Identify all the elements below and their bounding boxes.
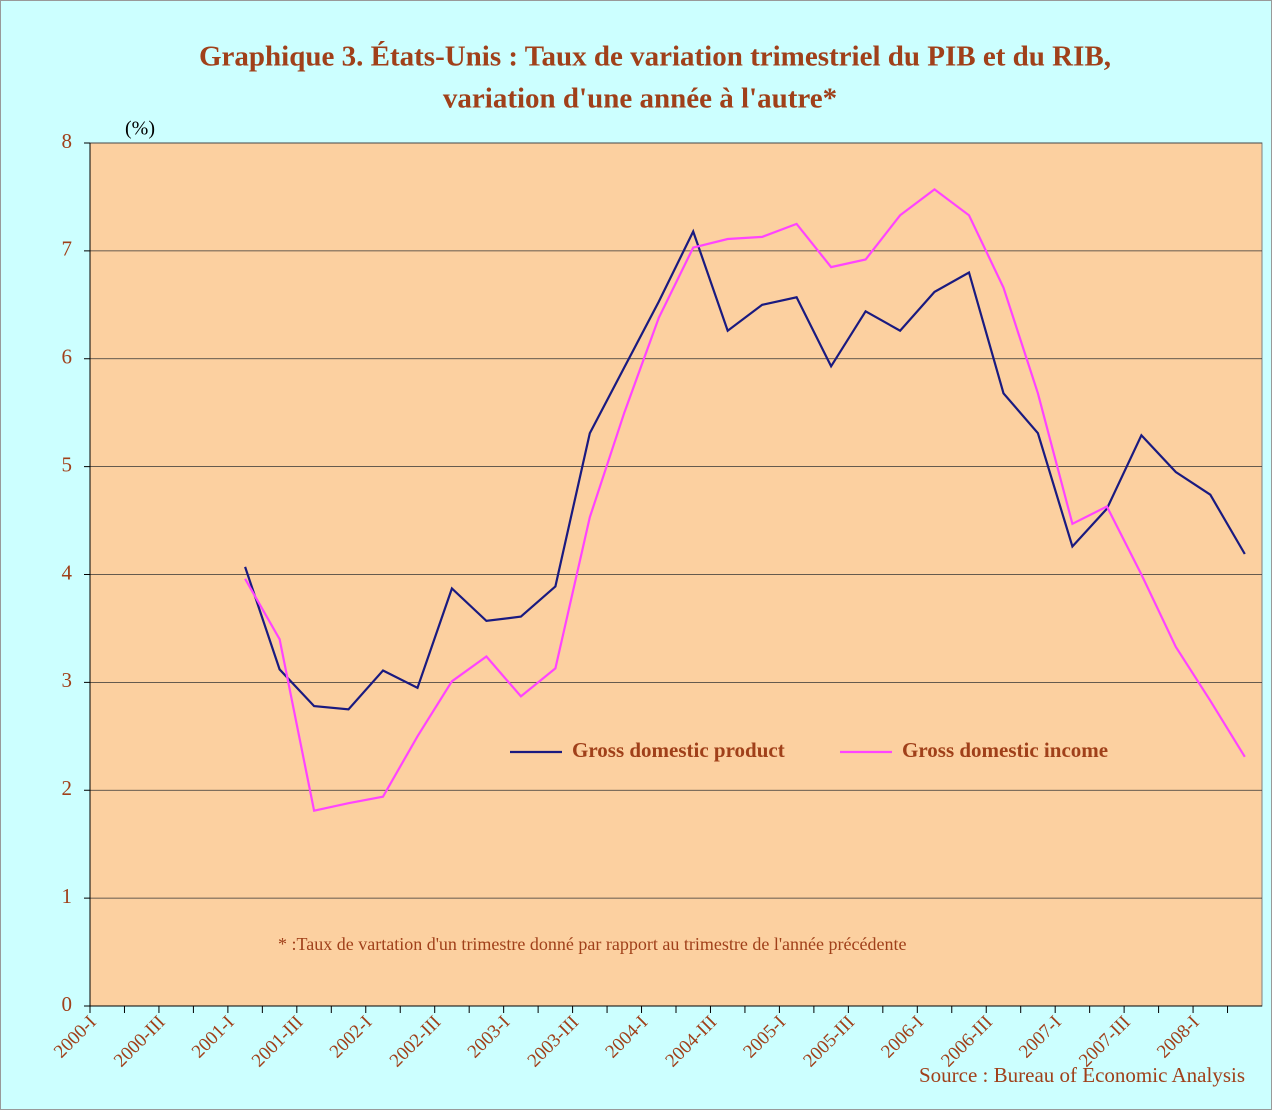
series-line — [244, 188, 1246, 813]
source: Source : Bureau of Economic Analysis — [919, 1063, 1245, 1087]
y-tick-label: 8 — [62, 129, 73, 153]
y-tick-label: 7 — [62, 237, 73, 261]
series-line — [244, 228, 1246, 711]
y-tick-label: 4 — [62, 560, 73, 584]
y-tick-label: 5 — [62, 452, 73, 476]
y-tick-label: 1 — [62, 884, 73, 908]
legend-label: Gross domestic income — [902, 738, 1108, 762]
y-tick-label: 2 — [62, 776, 73, 800]
annotation: * :Taux de vartation d'un trimestre donn… — [278, 934, 906, 954]
chart-title: Graphique 3. États-Unis : Taux de variat… — [199, 40, 1111, 73]
y-tick-label: 6 — [62, 345, 73, 369]
chart-title: variation d'une année à l'autre* — [443, 83, 837, 115]
y-tick-label: 0 — [62, 992, 73, 1016]
y-axis-label: (%) — [125, 118, 155, 140]
y-tick-label: 3 — [62, 668, 73, 692]
legend-label: Gross domestic product — [572, 738, 785, 762]
